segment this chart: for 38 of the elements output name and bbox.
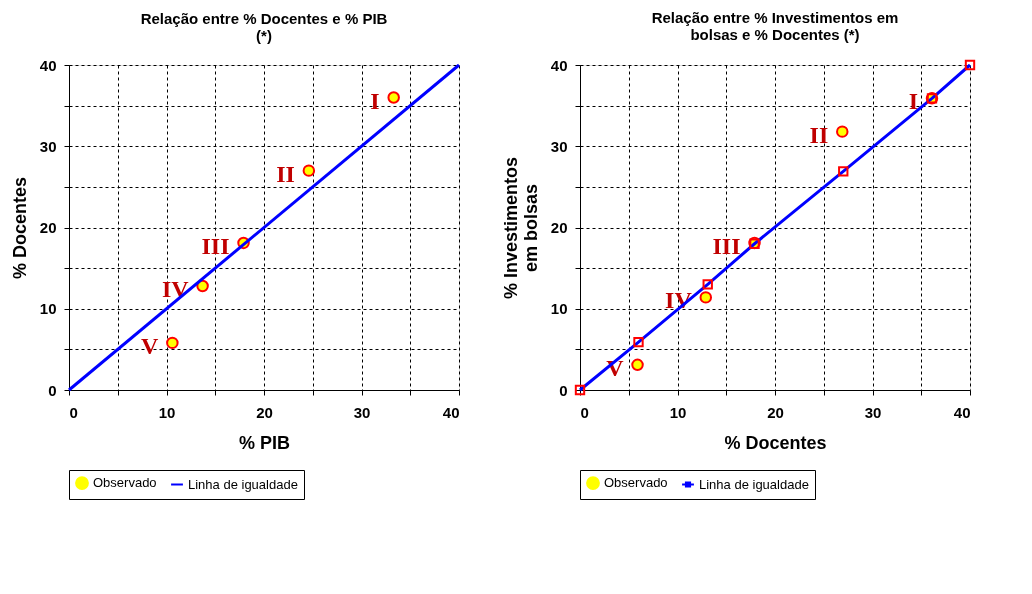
chart-title: Relação entre % Investimentos em bolsas e % Docentes (*) bbox=[651, 8, 899, 43]
data-label: II bbox=[276, 160, 295, 187]
legend-label: Observado bbox=[93, 475, 157, 491]
x-tick-label: 20 bbox=[767, 403, 784, 421]
x-axis-title: % Docentes bbox=[724, 432, 827, 453]
data-label: III bbox=[712, 232, 741, 259]
x-tick-label: 40 bbox=[442, 403, 460, 421]
x-tick-label: 20 bbox=[256, 403, 273, 421]
y-tick-label: 30 bbox=[550, 137, 568, 155]
data-label: II bbox=[809, 121, 829, 148]
legend-label: Observado bbox=[604, 475, 668, 491]
x-axis-title: % PIB bbox=[238, 432, 291, 453]
y-tick-label: 40 bbox=[550, 56, 568, 74]
x-tick-label: 0 bbox=[580, 403, 589, 421]
x-tick-label: 40 bbox=[953, 403, 971, 421]
data-label: IV bbox=[161, 276, 190, 302]
y-axis-title: % Investimentos em bolsas bbox=[500, 156, 541, 300]
data-label: V bbox=[141, 332, 160, 359]
y-tick-label: 0 bbox=[559, 381, 568, 399]
y-tick-label: 10 bbox=[550, 300, 568, 318]
data-label: I bbox=[908, 88, 918, 115]
x-tick-label: 10 bbox=[158, 403, 176, 421]
data-label: I bbox=[370, 87, 380, 114]
chart-title: Relação entre % Docentes e % PIB (*) bbox=[140, 10, 388, 44]
x-tick-label: 0 bbox=[69, 403, 78, 421]
y-tick-label: 30 bbox=[39, 137, 57, 155]
y-axis-title: % Docentes bbox=[9, 176, 30, 280]
x-tick-label: 10 bbox=[669, 403, 687, 421]
y-tick-label: 40 bbox=[39, 56, 57, 74]
y-tick-label: 20 bbox=[39, 219, 57, 236]
x-tick-label: 30 bbox=[353, 403, 371, 421]
legend-label: Linha de igualdade bbox=[699, 476, 809, 492]
y-tick-label: 0 bbox=[48, 381, 57, 399]
legend-label: Linha de igualdade bbox=[188, 476, 298, 492]
y-tick-label: 20 bbox=[550, 219, 568, 236]
y-tick-label: 10 bbox=[39, 300, 57, 318]
x-tick-label: 30 bbox=[864, 403, 882, 421]
data-label: III bbox=[201, 232, 230, 259]
